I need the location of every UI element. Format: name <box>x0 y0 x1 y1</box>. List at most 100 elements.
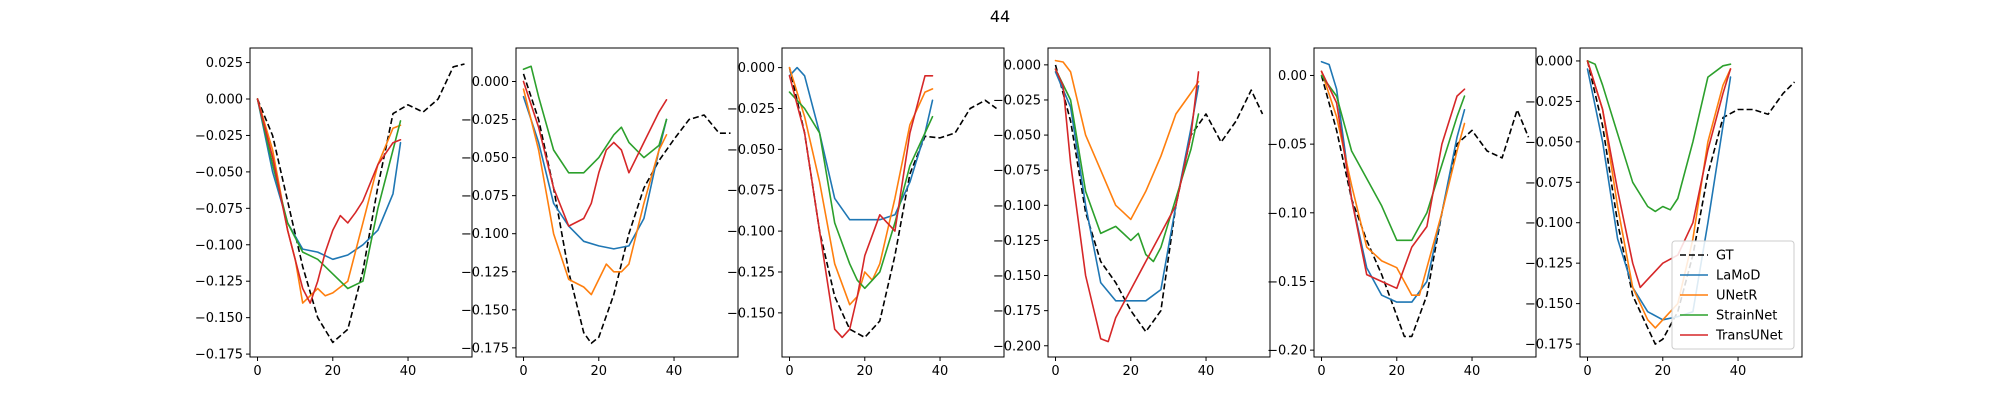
line-transunet <box>1054 68 1200 343</box>
x-tick-label: 20 <box>857 364 874 379</box>
y-tick-label: −0.050 <box>461 151 509 166</box>
axes-frame <box>781 47 1005 358</box>
line-gt <box>522 73 731 345</box>
y-tick-label: −0.150 <box>727 306 775 321</box>
x-tick-label: 0 <box>1051 364 1059 379</box>
line-gt <box>1320 75 1530 338</box>
x-tick-label: 40 <box>666 364 683 379</box>
y-tick-label: −0.100 <box>195 238 243 253</box>
x-tick-label: 40 <box>400 364 417 379</box>
axes-frame <box>1579 47 1803 358</box>
line-strainnet <box>1054 68 1200 263</box>
y-tick-label: 0.000 <box>472 75 509 90</box>
x-tick-label: 20 <box>591 364 608 379</box>
y-tick-label: −0.100 <box>461 227 509 242</box>
y-tick-label: −0.025 <box>993 93 1041 108</box>
figure-title: 44 <box>990 7 1010 26</box>
y-tick-label: −0.100 <box>727 225 775 240</box>
line-unetr <box>1586 60 1732 329</box>
y-tick-label: −0.150 <box>993 269 1041 284</box>
y-tick-label: −0.15 <box>1267 275 1307 290</box>
y-tick-label: −0.10 <box>1267 206 1307 221</box>
y-tick-label: −0.125 <box>1525 257 1573 272</box>
subplot-1: 0 20 40 −0.175 −0.150 −0.125 −0.100 −0.075 −0.05… <box>195 47 473 379</box>
y-tick-label: 0.000 <box>738 61 775 76</box>
series-lines <box>788 66 997 339</box>
line-strainnet <box>1320 74 1466 242</box>
line-gt <box>788 67 997 339</box>
y-tick-label: −0.050 <box>993 129 1041 144</box>
y-tick-label: −0.05 <box>1267 138 1307 153</box>
y-tick-label: −0.20 <box>1267 344 1307 359</box>
x-tick-label: 20 <box>1123 364 1140 379</box>
line-transunet <box>1320 70 1466 290</box>
line-strainnet <box>788 91 934 290</box>
y-tick-label: −0.125 <box>195 275 243 290</box>
y-tick-label: −0.075 <box>461 189 509 204</box>
x-tick-label: 0 <box>519 364 527 379</box>
y-tick-label: −0.075 <box>195 202 243 217</box>
line-unetr <box>1320 70 1466 296</box>
y-tick-label: −0.075 <box>727 184 775 199</box>
line-unetr <box>788 66 934 306</box>
x-tick-label: 0 <box>785 364 793 379</box>
series-lines <box>522 65 731 345</box>
y-tick-label: −0.050 <box>1525 135 1573 150</box>
line-lamod <box>522 95 668 250</box>
line-lamod <box>1054 71 1200 302</box>
x-tick-label: 20 <box>1389 364 1406 379</box>
y-tick-label: 0.000 <box>1004 58 1041 73</box>
y-tick-label: 0.000 <box>1536 54 1573 69</box>
y-tick-label: −0.100 <box>993 199 1041 214</box>
line-transunet <box>1586 60 1732 289</box>
legend-label-strainnet: StrainNet <box>1716 309 1777 324</box>
y-tick-label: −0.125 <box>993 234 1041 249</box>
subplot-5: 0 20 40 −0.20 −0.15 −0.10 −0.05 0.00 <box>1267 47 1537 379</box>
legend: GT LaMoD UNetR StrainNet TransUNet <box>1671 240 1795 350</box>
y-tick-label: −0.075 <box>1525 176 1573 191</box>
legend-label-transunet: TransUNet <box>1715 329 1783 344</box>
y-tick-label: −0.150 <box>1525 297 1573 312</box>
series-lines <box>1320 60 1530 338</box>
axes-frame <box>515 47 739 358</box>
x-tick-label: 20 <box>325 364 342 379</box>
x-tick-label: 40 <box>932 364 949 379</box>
x-tick-label: 40 <box>1464 364 1481 379</box>
x-tick-label: 40 <box>1730 364 1747 379</box>
legend-label-lamod: LaMoD <box>1716 269 1760 284</box>
series-lines <box>1054 59 1264 343</box>
line-transunet <box>256 98 402 304</box>
y-tick-label: −0.175 <box>993 304 1041 319</box>
y-tick-label: −0.100 <box>1525 216 1573 231</box>
y-tick-label: −0.025 <box>195 129 243 144</box>
line-lamod <box>256 98 402 261</box>
y-tick-label: 0.000 <box>206 93 243 108</box>
line-transunet <box>788 75 934 339</box>
line-lamod <box>788 66 934 221</box>
y-tick-label: −0.175 <box>461 341 509 356</box>
y-tick-label: −0.025 <box>727 102 775 117</box>
y-tick-label: −0.125 <box>727 265 775 280</box>
subplot-4: 0 20 40 −0.200 −0.175 −0.150 −0.125 −0.100 −0.07… <box>993 47 1271 379</box>
y-tick-label: −0.050 <box>727 143 775 158</box>
y-tick-label: −0.025 <box>1525 95 1573 110</box>
line-strainnet <box>1586 60 1732 213</box>
line-unetr <box>1054 59 1200 221</box>
y-tick-label: 0.00 <box>1278 69 1307 84</box>
y-tick-label: −0.125 <box>461 265 509 280</box>
axes-frame <box>249 47 473 358</box>
subplot-6: 0 20 40 −0.175 −0.150 −0.125 −0.100 −0.075 −0.05… <box>1525 47 1803 379</box>
x-tick-label: 20 <box>1655 364 1672 379</box>
subplot-3: 0 20 40 −0.150 −0.125 −0.100 −0.075 −0.050 −0.02… <box>727 47 1005 379</box>
line-strainnet <box>522 65 668 174</box>
y-tick-label: −0.175 <box>1525 338 1573 353</box>
subplot-2: 0 20 40 −0.175 −0.150 −0.125 −0.100 −0.075 −0.05… <box>461 47 739 379</box>
y-tick-label: −0.075 <box>993 164 1041 179</box>
axes-frame <box>1047 47 1271 358</box>
y-tick-label: −0.050 <box>195 165 243 180</box>
line-gt <box>256 63 465 344</box>
line-transunet <box>522 80 668 227</box>
y-tick-label: −0.175 <box>195 348 243 363</box>
series-lines <box>256 63 465 344</box>
